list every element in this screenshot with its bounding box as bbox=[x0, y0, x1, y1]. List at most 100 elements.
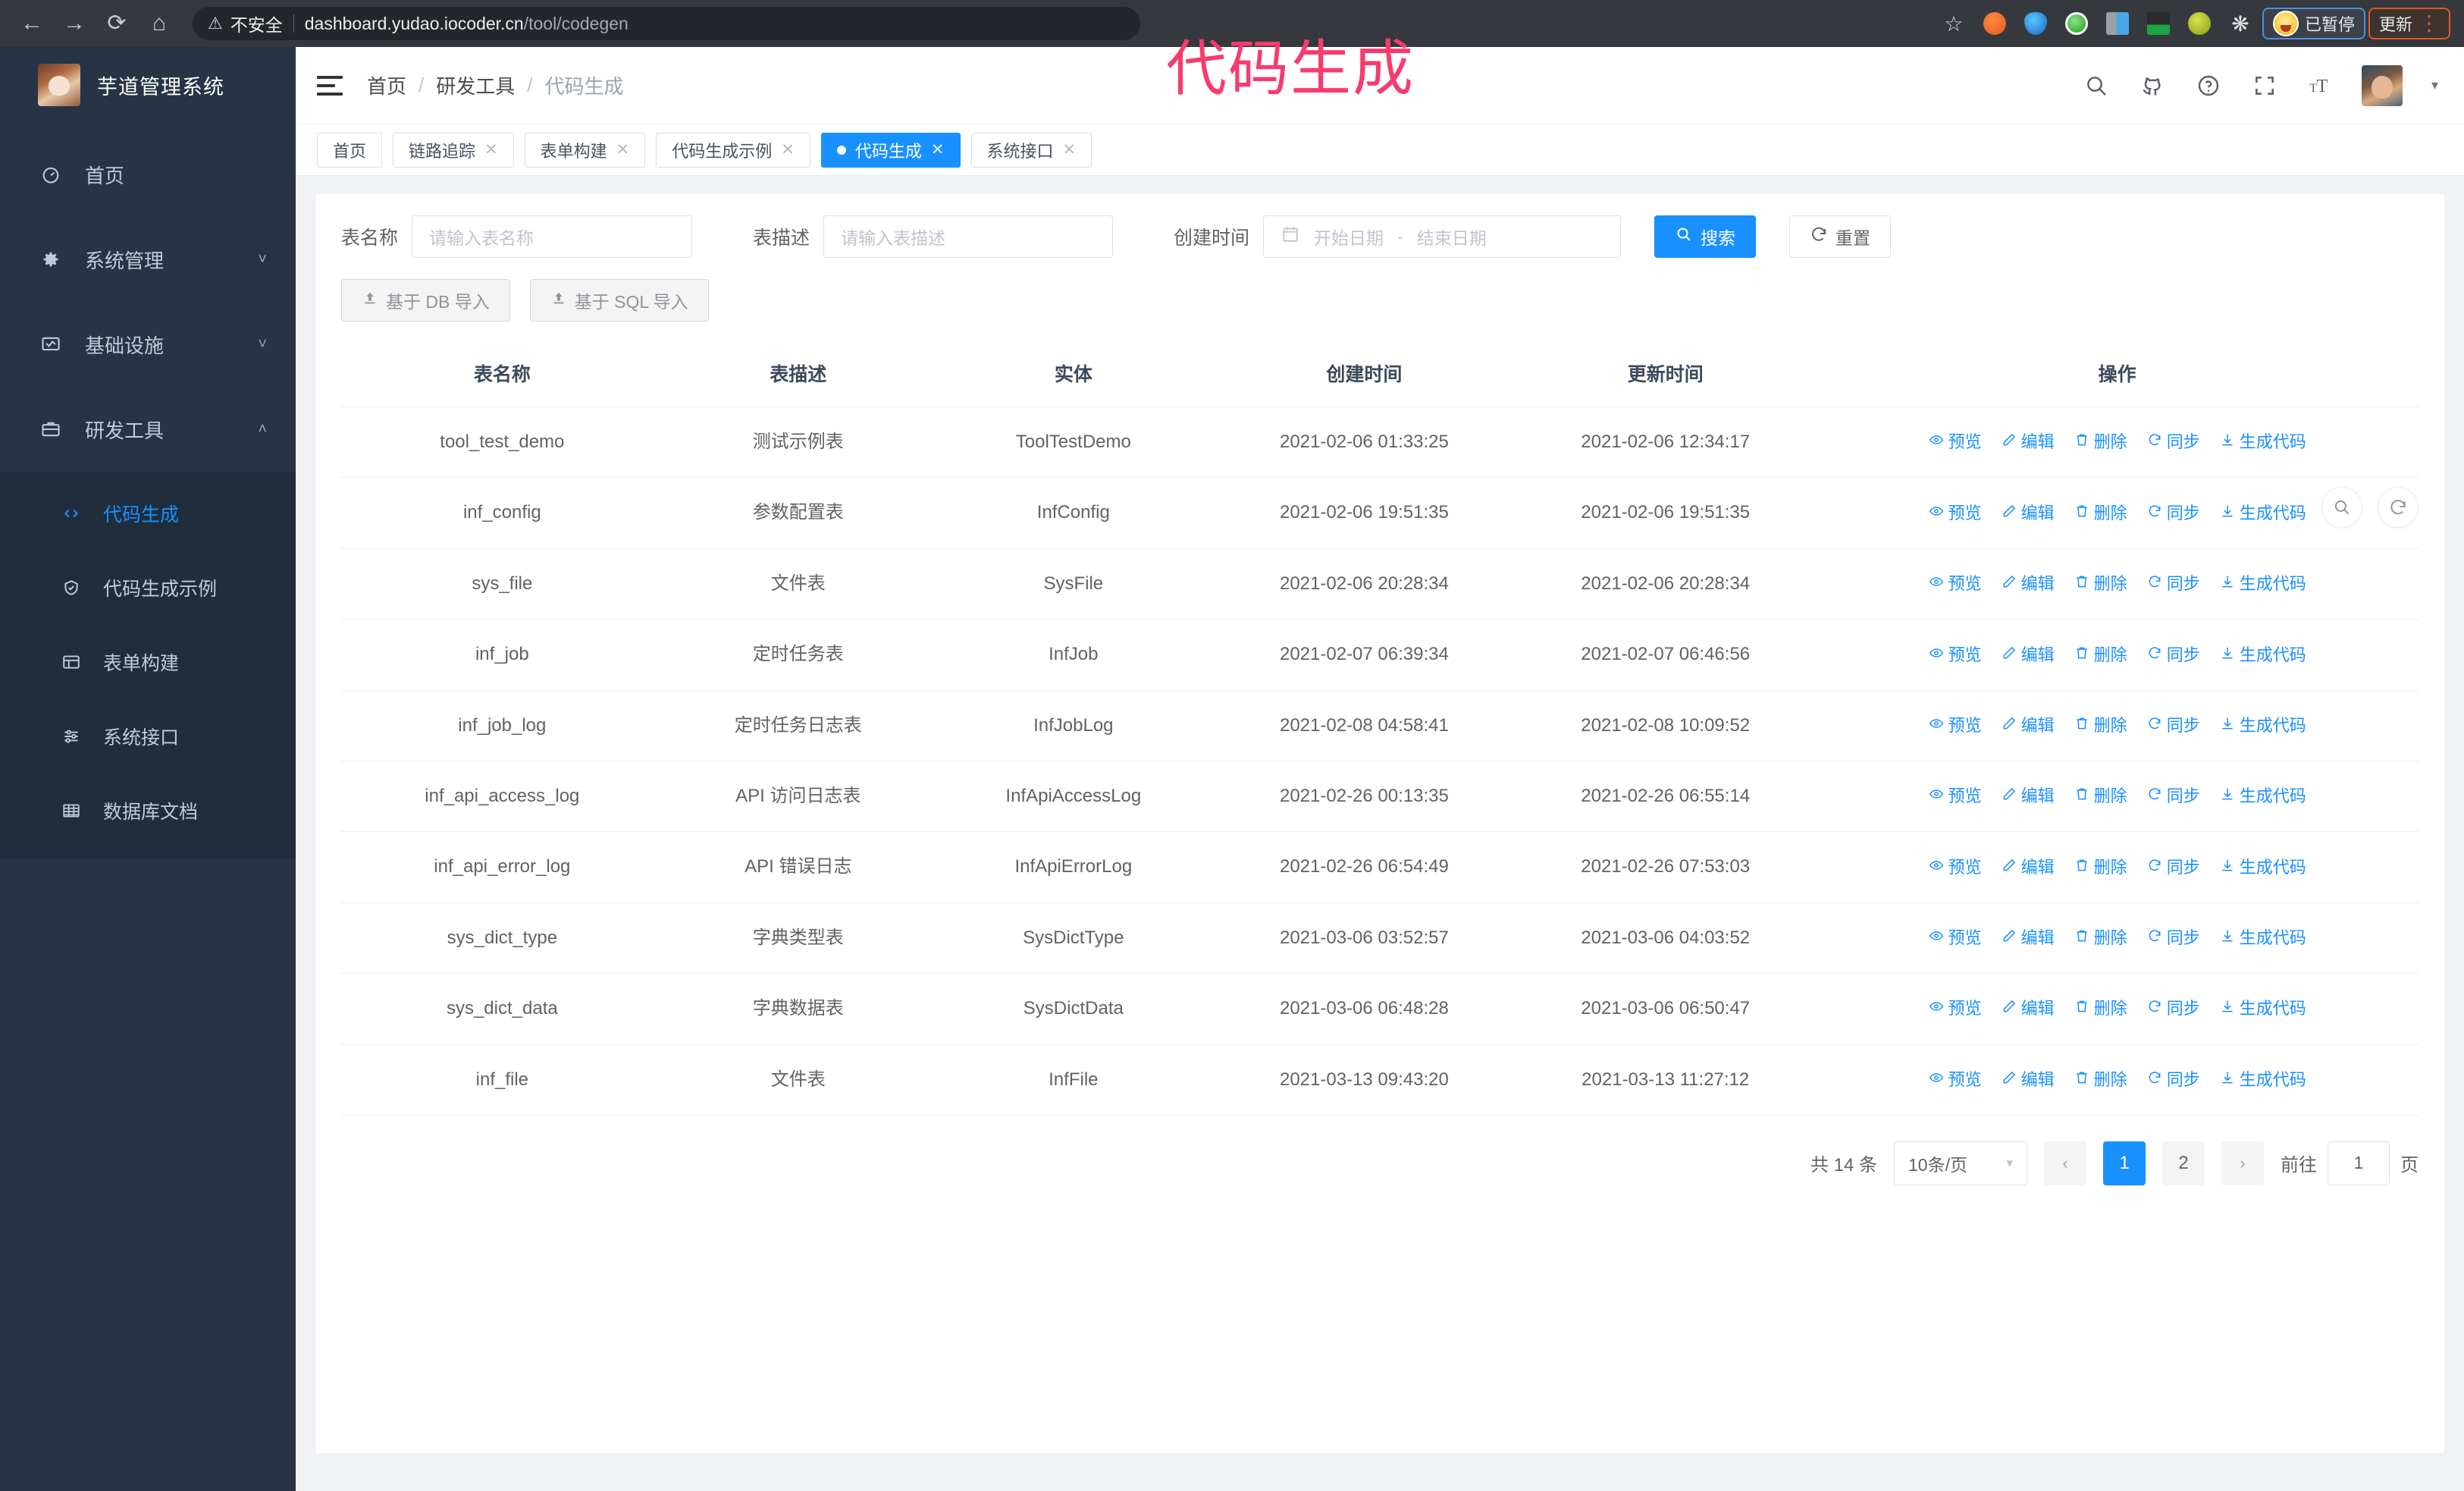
page-button-1[interactable]: 1 bbox=[2103, 1141, 2146, 1185]
action-sync[interactable]: 同步 bbox=[2147, 431, 2200, 454]
breadcrumb-item-devtools[interactable]: 研发工具 bbox=[436, 75, 516, 98]
tab-codegen[interactable]: 代码生成 ✕ bbox=[820, 132, 961, 168]
action-preview[interactable]: 预览 bbox=[1929, 714, 1982, 737]
action-sync[interactable]: 同步 bbox=[2147, 997, 2200, 1020]
extension-green-shield-icon[interactable] bbox=[2058, 5, 2096, 42]
tab-trace[interactable]: 链路追踪 ✕ bbox=[393, 132, 514, 168]
sidebar-item-system-api[interactable]: 系统接口 bbox=[0, 699, 296, 774]
page-size-select[interactable]: 10条/页 ▾ bbox=[1894, 1141, 2027, 1185]
action-edit[interactable]: 编辑 bbox=[2002, 502, 2055, 525]
action-edit[interactable]: 编辑 bbox=[2002, 573, 2055, 595]
action-generate-code[interactable]: 生成代码 bbox=[2220, 714, 2306, 737]
extension-orange-icon[interactable] bbox=[1976, 5, 2014, 42]
action-edit[interactable]: 编辑 bbox=[2002, 714, 2055, 737]
reset-button[interactable]: 重置 bbox=[1789, 215, 1892, 258]
tab-home[interactable]: 首页 bbox=[317, 132, 383, 168]
extensions-puzzle-icon[interactable]: ❋ bbox=[2231, 11, 2249, 36]
action-preview[interactable]: 预览 bbox=[1929, 644, 1982, 667]
action-preview[interactable]: 预览 bbox=[1929, 431, 1982, 454]
fullscreen-icon[interactable] bbox=[2249, 71, 2280, 101]
action-generate-code[interactable]: 生成代码 bbox=[2220, 431, 2306, 454]
github-icon[interactable] bbox=[2137, 71, 2168, 101]
action-generate-code[interactable]: 生成代码 bbox=[2220, 856, 2306, 879]
forward-button[interactable]: → bbox=[63, 11, 86, 36]
close-icon[interactable]: ✕ bbox=[1062, 141, 1077, 159]
extension-paused-button[interactable]: 已暂停 bbox=[2262, 8, 2365, 39]
update-button[interactable]: 更新 ⋮ bbox=[2368, 8, 2450, 39]
action-sync[interactable]: 同步 bbox=[2147, 785, 2200, 808]
refresh-icon[interactable] bbox=[2378, 487, 2419, 528]
next-page-button[interactable]: › bbox=[2221, 1141, 2264, 1185]
action-preview[interactable]: 预览 bbox=[1929, 997, 1982, 1020]
action-edit[interactable]: 编辑 bbox=[2002, 856, 2055, 879]
action-delete[interactable]: 删除 bbox=[2074, 431, 2127, 454]
action-edit[interactable]: 编辑 bbox=[2002, 1069, 2055, 1091]
extension-key-icon[interactable] bbox=[2180, 5, 2218, 42]
tab-codegen-demo[interactable]: 代码生成示例 ✕ bbox=[656, 132, 810, 168]
action-sync[interactable]: 同步 bbox=[2147, 644, 2200, 667]
page-jump-input[interactable]: 1 bbox=[2328, 1141, 2390, 1185]
action-delete[interactable]: 删除 bbox=[2074, 856, 2127, 879]
address-bar[interactable]: ⚠ 不安全 dashboard.yudao.iocoder.cn/tool/co… bbox=[193, 7, 1140, 40]
action-generate-code[interactable]: 生成代码 bbox=[2220, 1069, 2306, 1091]
extension-on-icon[interactable] bbox=[2140, 5, 2177, 42]
more-menu-icon[interactable]: ⋮ bbox=[2419, 11, 2440, 35]
page-button-2[interactable]: 2 bbox=[2162, 1141, 2205, 1185]
action-delete[interactable]: 删除 bbox=[2074, 997, 2127, 1020]
action-edit[interactable]: 编辑 bbox=[2002, 431, 2055, 454]
tab-form-builder[interactable]: 表单构建 ✕ bbox=[524, 132, 646, 168]
sidebar-item-db-doc[interactable]: 数据库文档 bbox=[0, 774, 296, 848]
action-preview[interactable]: 预览 bbox=[1929, 502, 1982, 525]
create-time-range-picker[interactable]: 开始日期 - 结束日期 bbox=[1263, 215, 1622, 258]
search-icon[interactable] bbox=[2081, 71, 2111, 101]
extension-pin-icon[interactable] bbox=[2017, 5, 2055, 42]
action-sync[interactable]: 同步 bbox=[2147, 856, 2200, 879]
close-icon[interactable]: ✕ bbox=[616, 141, 630, 159]
table-name-input[interactable]: 请输入表名称 bbox=[412, 215, 693, 258]
sidebar-item-home[interactable]: 首页 bbox=[0, 132, 296, 217]
search-icon[interactable] bbox=[2321, 487, 2362, 528]
action-generate-code[interactable]: 生成代码 bbox=[2220, 573, 2306, 595]
extension-bars-icon[interactable] bbox=[2099, 5, 2136, 42]
action-sync[interactable]: 同步 bbox=[2147, 927, 2200, 950]
action-preview[interactable]: 预览 bbox=[1929, 785, 1982, 808]
close-icon[interactable]: ✕ bbox=[781, 141, 795, 159]
action-edit[interactable]: 编辑 bbox=[2002, 785, 2055, 808]
action-sync[interactable]: 同步 bbox=[2147, 714, 2200, 737]
sidebar-item-codegen-demo[interactable]: 代码生成示例 bbox=[0, 551, 296, 625]
action-delete[interactable]: 删除 bbox=[2074, 1069, 2127, 1091]
action-delete[interactable]: 删除 bbox=[2074, 927, 2127, 950]
action-generate-code[interactable]: 生成代码 bbox=[2220, 502, 2306, 525]
back-button[interactable]: ← bbox=[20, 11, 43, 36]
action-generate-code[interactable]: 生成代码 bbox=[2220, 927, 2306, 950]
import-db-button[interactable]: 基于 DB 导入 bbox=[341, 279, 510, 322]
action-delete[interactable]: 删除 bbox=[2074, 785, 2127, 808]
breadcrumb-item-home[interactable]: 首页 bbox=[367, 75, 407, 98]
home-button[interactable]: ⌂ bbox=[152, 11, 167, 36]
action-sync[interactable]: 同步 bbox=[2147, 573, 2200, 595]
help-icon[interactable] bbox=[2193, 71, 2224, 101]
sidebar-item-infrastructure[interactable]: 基础设施 ˅ bbox=[0, 302, 296, 387]
action-edit[interactable]: 编辑 bbox=[2002, 644, 2055, 667]
action-sync[interactable]: 同步 bbox=[2147, 502, 2200, 525]
tab-system-api[interactable]: 系统接口 ✕ bbox=[970, 132, 1092, 168]
reload-button[interactable]: ⟳ bbox=[107, 11, 127, 36]
action-edit[interactable]: 编辑 bbox=[2002, 927, 2055, 950]
avatar[interactable] bbox=[2361, 64, 2403, 106]
action-delete[interactable]: 删除 bbox=[2074, 644, 2127, 667]
close-icon[interactable]: ✕ bbox=[484, 141, 498, 159]
action-sync[interactable]: 同步 bbox=[2147, 1069, 2200, 1091]
sidebar-item-form-builder[interactable]: 表单构建 bbox=[0, 625, 296, 699]
action-preview[interactable]: 预览 bbox=[1929, 927, 1982, 950]
action-delete[interactable]: 删除 bbox=[2074, 714, 2127, 737]
sidebar-item-codegen[interactable]: 代码生成 bbox=[0, 476, 296, 551]
close-icon[interactable]: ✕ bbox=[930, 141, 945, 159]
action-generate-code[interactable]: 生成代码 bbox=[2220, 785, 2306, 808]
sidebar-item-system[interactable]: 系统管理 ˅ bbox=[0, 217, 296, 302]
action-delete[interactable]: 删除 bbox=[2074, 573, 2127, 595]
action-preview[interactable]: 预览 bbox=[1929, 1069, 1982, 1091]
action-delete[interactable]: 删除 bbox=[2074, 502, 2127, 525]
action-generate-code[interactable]: 生成代码 bbox=[2220, 997, 2306, 1020]
action-edit[interactable]: 编辑 bbox=[2002, 997, 2055, 1020]
